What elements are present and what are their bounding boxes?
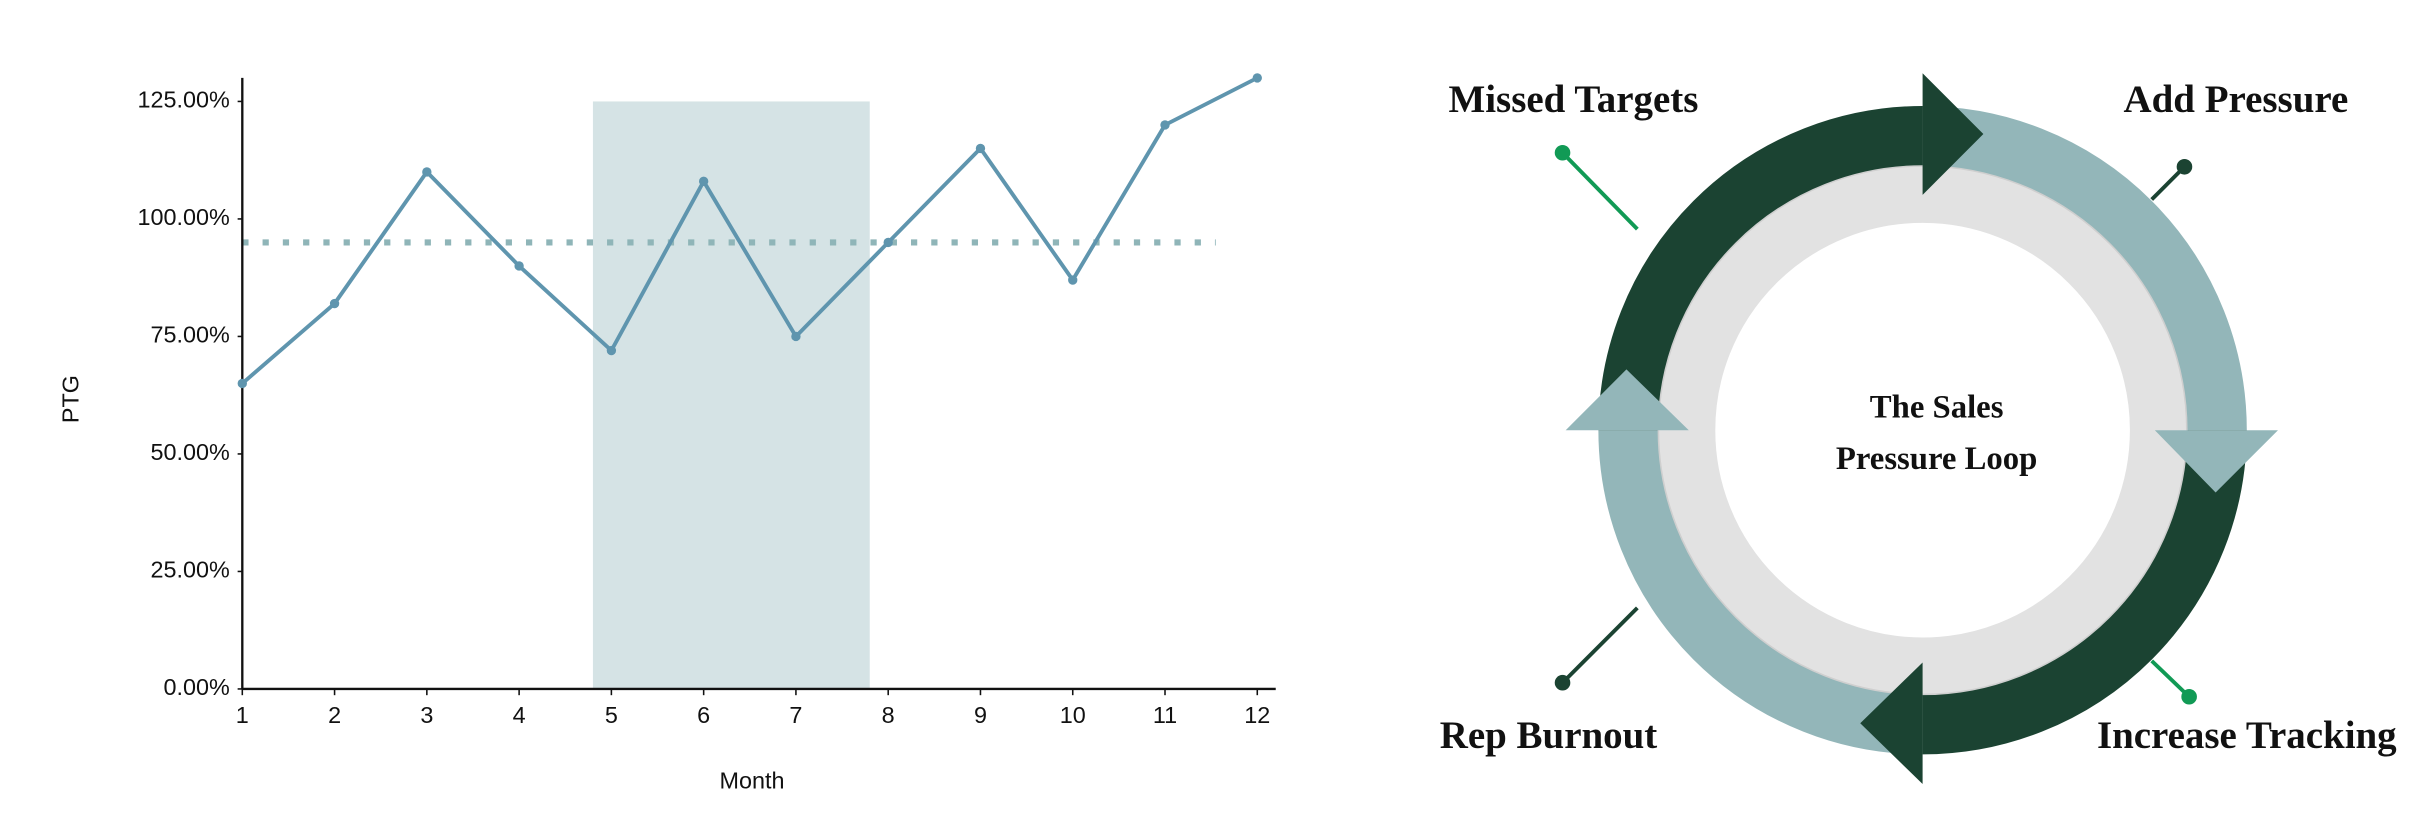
center-title: The Sales <box>1870 389 2004 425</box>
connector <box>1561 606 1639 685</box>
point <box>514 261 524 271</box>
inner-ring <box>1656 163 2190 697</box>
x-tick-label: 1 <box>236 702 249 728</box>
arc-light <box>1922 105 2247 431</box>
chart: PTG Month 0.00% 25.00% 50.00% 75.00% 100.00%… <box>58 73 1276 794</box>
point <box>975 143 986 154</box>
arc-dark <box>1922 429 2247 755</box>
arrow-head <box>1922 73 1984 195</box>
connector-dot <box>2181 688 2197 705</box>
point <box>1252 73 1262 83</box>
y-tick-label: 100.00% <box>138 204 230 230</box>
point <box>329 298 340 309</box>
connector-dot <box>1554 674 1571 691</box>
connector <box>1561 151 1639 231</box>
node-label: Missed Targets <box>1448 78 1698 121</box>
point <box>1068 275 1078 285</box>
arc-light <box>1598 429 1923 755</box>
cycle-diagram: The Sales Pressure Loop Missed Targets A… <box>1440 73 2397 785</box>
point <box>791 331 801 342</box>
y-tick-label: 75.00% <box>151 322 230 348</box>
arc-dark <box>1598 105 1923 431</box>
point <box>606 345 617 356</box>
node-label: Add Pressure <box>2124 78 2349 121</box>
point <box>883 237 893 248</box>
x-axis-label: Month <box>720 768 785 794</box>
y-tick-label: 50.00% <box>151 439 230 465</box>
series-line <box>241 76 1259 385</box>
arrow-head <box>1565 369 1689 431</box>
point <box>698 176 709 187</box>
x-tick-label: 7 <box>789 702 802 728</box>
x-tick-label: 12 <box>1244 702 1270 728</box>
arrow-head <box>2154 430 2278 493</box>
node-label: Increase Tracking <box>2097 714 2397 757</box>
x-tick-label: 4 <box>513 702 526 728</box>
y-axis-label: PTG <box>58 375 84 423</box>
x-tick-label: 5 <box>605 702 618 728</box>
center-title: Pressure Loop <box>1836 441 2037 477</box>
connector-dot <box>1554 144 1571 161</box>
y-tick-label: 0.00% <box>164 674 230 700</box>
arrow-head <box>1860 662 1923 785</box>
x-tick-label: 9 <box>974 702 987 728</box>
x-tick-label: 3 <box>420 702 433 728</box>
x-tick-label: 6 <box>697 702 710 728</box>
node-label: Rep Burnout <box>1440 714 1658 757</box>
y-tick-label: 125.00% <box>138 87 230 113</box>
x-tick-label: 11 <box>1153 702 1177 728</box>
point <box>1160 120 1170 130</box>
connector-dot <box>2176 158 2193 175</box>
point <box>422 167 432 177</box>
highlight-band <box>592 101 870 689</box>
x-tick-label: 10 <box>1060 702 1086 728</box>
point <box>237 378 247 389</box>
x-tick-label: 2 <box>328 702 341 728</box>
y-tick-label: 25.00% <box>151 557 230 583</box>
connector <box>2150 659 2191 699</box>
x-tick-label: 8 <box>882 702 895 728</box>
